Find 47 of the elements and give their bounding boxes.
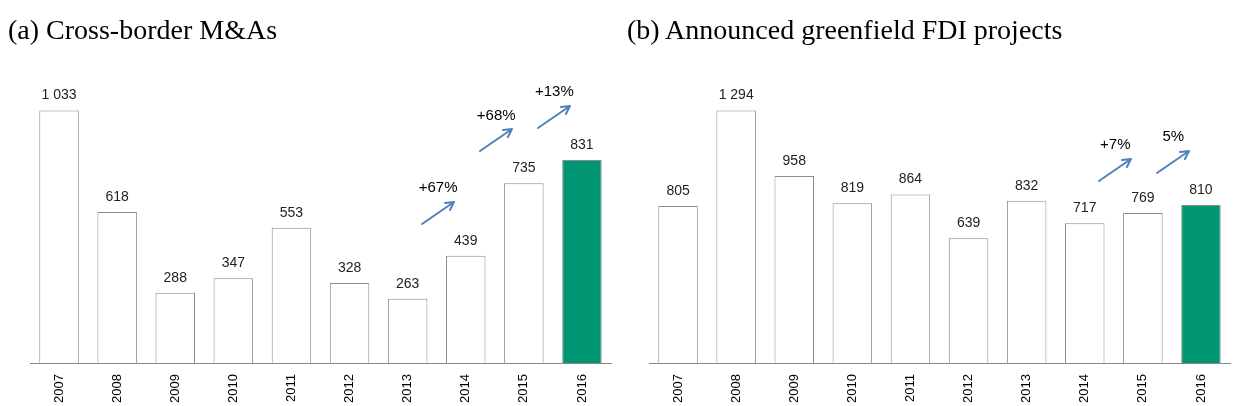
chart-title: (b) Announced greenfield FDI projects [627,14,1063,46]
data-label: 347 [221,254,246,271]
x-tick-label: 2013 [399,374,415,403]
data-label: 958 [782,151,807,168]
annotation: +7% [1100,135,1131,153]
data-label: 810 [1189,180,1213,197]
data-label: 618 [105,187,130,204]
data-label: 735 [512,159,536,176]
data-label: 263 [395,274,420,291]
x-tick-label: 2016 [1192,374,1208,403]
data-label: 864 [898,170,923,187]
x-tick-label: 2009 [166,374,182,403]
data-label: 717 [1073,198,1097,215]
annotation: 5% [1162,127,1185,145]
annotation: +68% [476,105,516,123]
data-label: 819 [840,179,865,196]
data-label: 553 [279,203,304,220]
x-tick-label: 2008 [108,374,124,403]
data-label: 831 [570,135,594,152]
data-label: 769 [1131,188,1155,205]
data-label: 805 [666,181,690,198]
data-label: 439 [454,231,478,248]
x-tick-label: 2015 [1134,374,1150,403]
x-tick-label: 2011 [283,374,299,403]
x-tick-label: 2012 [960,374,976,403]
data-label: 288 [163,268,188,285]
data-label: 639 [956,214,981,231]
x-tick-label: 2009 [785,374,801,403]
chart-title: (a) Cross-border M&As [8,14,278,46]
x-tick-label: 2014 [1076,374,1092,403]
x-tick-label: 2010 [843,374,859,403]
data-label: 832 [1014,176,1039,193]
x-tick-label: 2010 [224,374,240,403]
x-tick-label: 2012 [341,374,357,403]
text: +13% [534,82,574,100]
x-tick-label: 2013 [1018,374,1034,403]
x-tick-label: 2016 [573,374,589,403]
data-label: 1 294 [718,86,754,103]
data-label: 1 033 [41,86,77,103]
x-tick-label: 2007 [50,374,66,403]
data-label: 328 [337,258,362,275]
x-tick-label: 2011 [902,374,918,403]
x-tick-label: 2008 [727,374,743,403]
x-tick-label: 2014 [457,374,473,403]
x-tick-label: 2007 [669,374,685,403]
x-tick-label: 2015 [515,374,531,403]
annotation: +67% [418,177,458,195]
